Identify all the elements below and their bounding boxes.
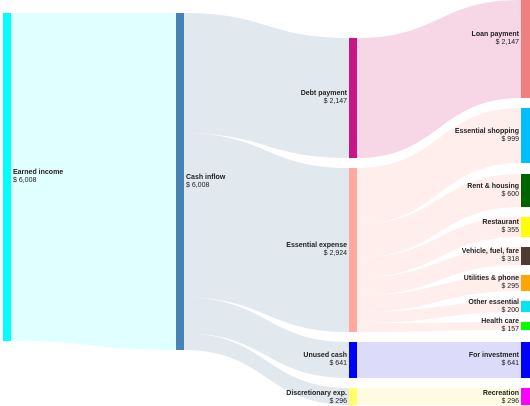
node-unused-cash: [349, 342, 357, 378]
node-utilities-phone: [521, 275, 530, 291]
label-discretionary-exp: Discretionary exp. $ 296: [286, 390, 347, 406]
node-name: Discretionary exp.: [286, 390, 347, 397]
node-name: Vehicle, fuel, fare: [461, 248, 519, 255]
link-earned-to-inflow: [11, 13, 176, 350]
sankey-nodes: [3, 0, 530, 405]
label-debt-payment: Debt payment $ 2,147: [301, 90, 347, 106]
label-loan-payment: Loan payment $ 2,147: [472, 31, 519, 47]
node-rent-housing: [521, 174, 530, 207]
node-name: Loan payment: [471, 31, 519, 38]
node-discretionary-exp: [349, 388, 357, 405]
node-loan-payment: [521, 0, 530, 98]
node-value: $ 6,008: [186, 181, 210, 189]
node-name: For investment: [468, 352, 519, 359]
link-debt-to-loan: [357, 0, 521, 158]
link-discretionary-to-recreation: [357, 388, 521, 405]
node-value: $ 200: [501, 306, 519, 314]
node-value: $ 318: [501, 256, 519, 263]
link-essential-to-health: [357, 322, 521, 332]
node-essential-shopping: [521, 108, 530, 163]
node-other-essential: [521, 301, 530, 312]
label-rent-housing: Rent & housing $ 600: [467, 183, 519, 199]
sankey-links: [11, 0, 521, 405]
link-essential-to-other: [357, 301, 521, 324]
node-recreation: [521, 388, 530, 405]
node-value: $ 2,147: [323, 98, 347, 105]
link-inflow-to-unused: [184, 297, 349, 378]
node-vehicle-fuel-fare: [521, 247, 530, 265]
label-recreation: Recreation $ 296: [483, 390, 519, 406]
node-earned-income: [3, 13, 11, 341]
node-value: $ 2,924: [323, 250, 347, 257]
label-cash-inflow: Cash inflow $ 6,008: [186, 174, 225, 190]
link-unused-to-investment: [357, 342, 521, 378]
node-name: Health care: [481, 318, 519, 325]
link-inflow-to-discretionary: [184, 333, 349, 405]
label-restaurant: Restaurant $ 355: [482, 219, 519, 235]
node-value: $ 355: [501, 227, 519, 234]
node-value: $ 641: [329, 360, 347, 367]
node-name: Unused cash: [303, 352, 347, 359]
node-health-care: [521, 322, 530, 330]
label-essential-expense: Essential expense $ 2,924: [286, 242, 347, 258]
node-name: Recreation: [482, 390, 519, 397]
node-value: $ 6,008: [13, 177, 37, 184]
label-unused-cash: Unused cash $ 641: [303, 352, 347, 368]
link-inflow-to-debt: [184, 13, 349, 158]
label-earned-income: Earned income $ 6,008: [13, 169, 63, 185]
node-value: $ 999: [501, 135, 519, 143]
link-essential-to-rent: [357, 174, 521, 258]
node-cash-inflow: [176, 13, 184, 350]
node-value: $ 641: [501, 360, 519, 367]
node-value: $ 295: [501, 283, 519, 290]
node-name: Other essential: [468, 298, 519, 306]
node-debt-payment: [349, 38, 357, 158]
link-essential-to-utilities: [357, 275, 521, 312]
label-utilities-phone: Utilities & phone $ 295: [464, 275, 519, 291]
node-value: $ 296: [501, 398, 519, 405]
node-name: Cash inflow: [186, 173, 226, 181]
label-essential-shopping: Essential shopping $ 999: [455, 128, 519, 144]
node-name: Earned income: [13, 169, 64, 176]
link-essential-to-restaurant: [357, 217, 521, 278]
node-value: $ 296: [329, 398, 347, 405]
node-essential-expense: [349, 168, 357, 332]
label-other-essential: Other essential $ 200: [468, 299, 519, 315]
label-health-care: Health care $ 157: [481, 318, 519, 334]
node-value: $ 2,147: [495, 39, 519, 46]
node-name: Essential expense: [286, 242, 347, 249]
node-name: Essential shopping: [454, 127, 519, 135]
node-name: Utilities & phone: [463, 275, 519, 282]
node-restaurant: [521, 217, 530, 237]
node-name: Restaurant: [482, 219, 519, 226]
node-name: Debt payment: [300, 90, 347, 97]
node-value: $ 157: [501, 326, 519, 333]
link-essential-to-vehicle: [357, 247, 521, 296]
node-value: $ 600: [501, 190, 519, 198]
link-essential-to-shopping: [357, 108, 521, 225]
label-for-investment: For investment $ 641: [469, 352, 519, 368]
node-for-investment: [521, 342, 530, 378]
link-inflow-to-essential: [184, 133, 349, 332]
label-vehicle-fuel-fare: Vehicle, fuel, fare $ 318: [462, 248, 519, 264]
node-name: Rent & housing: [467, 182, 519, 190]
